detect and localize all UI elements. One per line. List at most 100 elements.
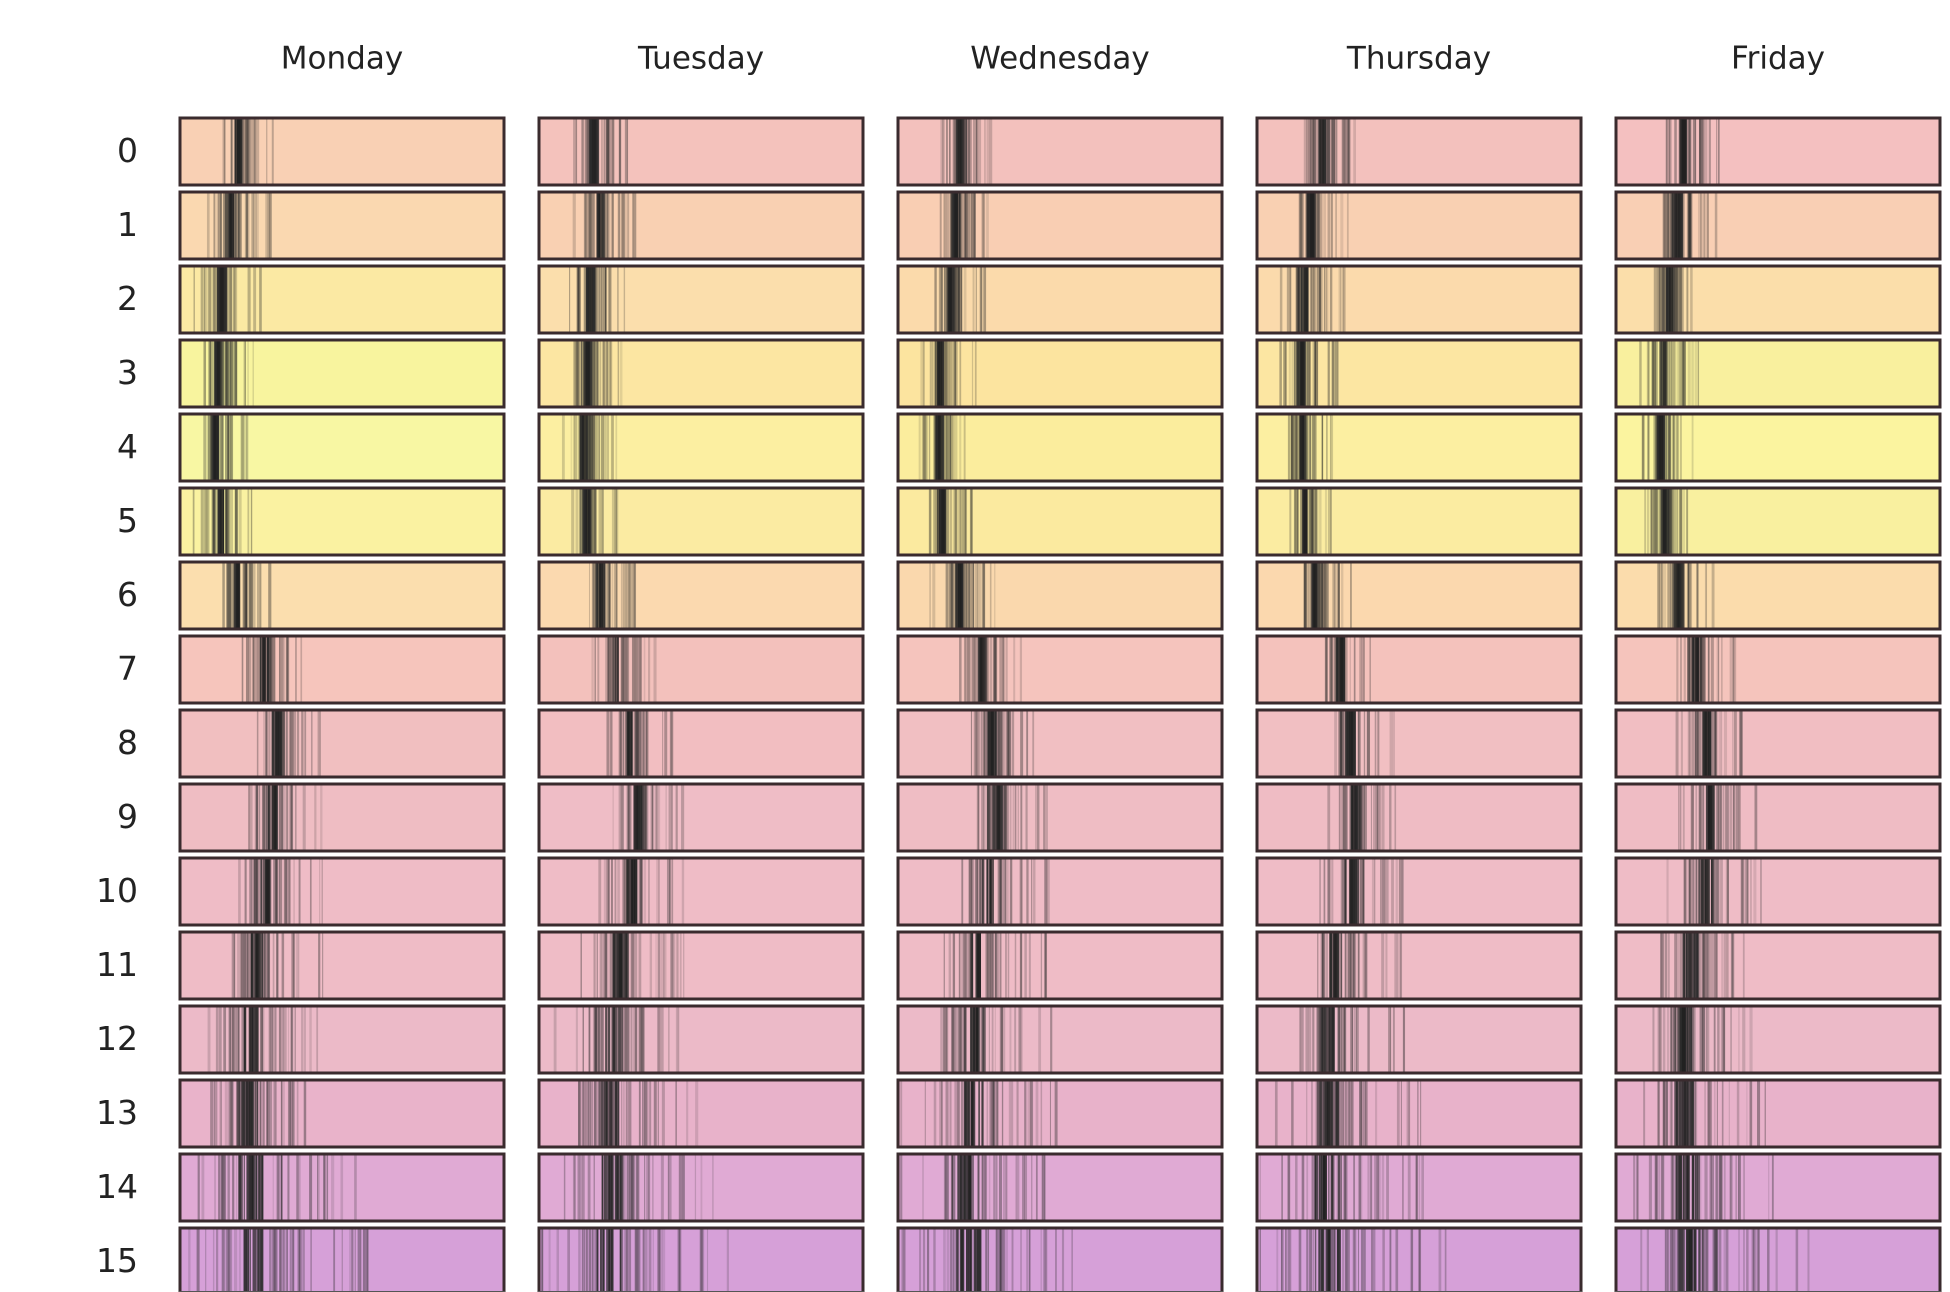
cell-background [180,118,504,185]
cell-background [1257,636,1581,703]
cell-border [1614,116,1942,187]
event-marks [1665,118,1720,185]
cell-border [537,486,865,557]
heatmap-cell [1614,412,1942,483]
heatmap-cell [537,1078,865,1149]
heatmap-cell [537,560,865,631]
cell-background [898,1228,1222,1292]
heatmap-cell [178,116,506,187]
heatmap-cell [537,190,865,261]
cell-border [1614,1226,1942,1292]
cell-border [178,116,506,187]
row-label: 1 [117,205,138,244]
heatmap-cell [178,264,506,335]
cell-border [537,634,865,705]
heatmap-cell [178,1004,506,1075]
event-marks [1303,118,1356,185]
heatmap-cell [896,1226,1224,1292]
heatmap-cell [1255,190,1583,261]
cell-background [898,562,1222,629]
cell-border [1614,1004,1942,1075]
row-label: 11 [96,945,138,984]
cell-border [178,560,506,631]
heatmap-cell [178,634,506,705]
cell-border [896,1226,1224,1292]
cell-border [1255,264,1583,335]
heatmap-cell [537,856,865,927]
event-marks [901,1228,1073,1292]
event-marks [203,340,254,407]
event-marks [1676,636,1737,703]
event-marks [578,1080,699,1147]
heatmap-cell [537,708,865,779]
heatmap-cell [537,116,865,187]
heatmap-cell [537,1152,865,1223]
cell-border [1614,1152,1942,1223]
event-marks [961,858,1050,925]
event-marks [918,414,966,481]
cell-border [896,560,1224,631]
heatmap-cell [1255,116,1583,187]
column-label: Wednesday [970,41,1149,77]
event-marks [561,414,618,481]
event-marks [1279,340,1339,407]
heatmap-cell [896,412,1224,483]
cell-background [180,710,504,777]
cell-border [537,708,865,779]
cell-border [1614,190,1942,261]
cell-border [178,782,506,853]
heatmap-cell [537,930,865,1001]
cell-background [180,1006,504,1073]
column-label: Friday [1731,41,1825,77]
cell-background [180,1228,504,1292]
heatmap-cell [1614,486,1942,557]
cell-border [178,708,506,779]
cell-background [1257,1006,1581,1073]
event-marks [188,1228,369,1292]
cell-background [898,488,1222,555]
cell-background [1257,340,1581,407]
event-marks [206,192,272,259]
heatmap-cell [1614,116,1942,187]
cell-background [180,266,504,333]
cell-background [1257,414,1581,481]
cell-border [1255,116,1583,187]
cell-background [539,414,863,481]
cell-background [539,488,863,555]
heatmap-cell [1614,1152,1942,1223]
heatmap-cell [178,412,506,483]
heatmap-cell [1255,560,1583,631]
heatmap-cell [1614,856,1942,927]
cell-background [180,340,504,407]
heatmap-cell [896,1078,1224,1149]
cell-border [1614,782,1942,853]
event-marks [1643,1080,1766,1147]
heatmap-cell [1255,264,1583,335]
event-marks [580,932,685,999]
cell-background [898,636,1222,703]
cell-border [1614,264,1942,335]
event-marks [1662,192,1718,259]
cell-border [537,1078,865,1149]
cell-background [539,1080,863,1147]
heatmap-cell [178,1152,506,1223]
column-label: Monday [281,41,403,77]
event-marks [1299,1006,1406,1073]
cell-background [898,414,1222,481]
cell-border [537,560,865,631]
cell-background [898,932,1222,999]
cell-background [1257,784,1581,851]
event-marks [1334,710,1395,777]
cell-background [1616,192,1940,259]
event-marks [598,858,685,925]
event-marks [572,192,637,259]
cell-border [1255,486,1583,557]
event-marks [1678,784,1758,851]
cell-background [1257,710,1581,777]
heatmap-cell [537,486,865,557]
event-marks [192,488,253,555]
cell-border [896,1152,1224,1223]
event-marks [1279,266,1346,333]
event-marks [563,1154,714,1221]
cell-background [1616,488,1940,555]
